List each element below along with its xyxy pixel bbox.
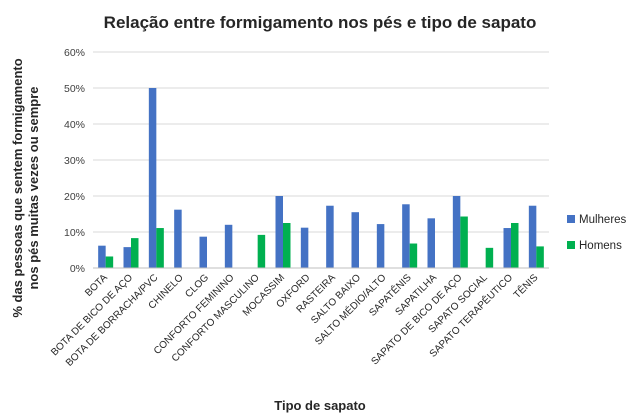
y-tick-label: 0% (70, 263, 85, 275)
bar-homens (485, 247, 494, 268)
bar-mulheres (174, 209, 182, 268)
y-axis-title: % das pessoas que sentem formigamento no… (10, 58, 41, 317)
y-tick-label: 60% (64, 47, 85, 59)
bar-mulheres (224, 224, 233, 268)
y-axis-ticks: 0% 10% 20% 30% 40% 50% 60% (64, 47, 85, 275)
bar-mulheres (402, 204, 410, 268)
bar-mulheres (148, 88, 157, 268)
bar-mulheres (123, 247, 131, 268)
chart-title: Relação entre formigamento nos pés e tip… (104, 13, 537, 32)
y-tick-label: 40% (64, 119, 85, 131)
bars (98, 88, 544, 268)
legend-swatch-mulheres (567, 215, 575, 223)
bar-homens (511, 223, 519, 268)
x-axis-title: Tipo de sapato (274, 398, 366, 413)
x-category-label: TÊNIS (510, 271, 540, 301)
bar-homens (257, 234, 266, 268)
y-axis-title-line-1: % das pessoas que sentem formigamento (10, 58, 25, 317)
bar-mulheres (503, 228, 511, 268)
bar-mulheres (300, 227, 309, 268)
y-tick-label: 20% (64, 191, 85, 203)
bar-mulheres (326, 205, 334, 268)
bar-homens (536, 246, 544, 268)
bar-homens (105, 256, 114, 268)
bar-mulheres (452, 196, 461, 268)
y-tick-label: 10% (64, 227, 85, 239)
bar-homens (156, 228, 164, 268)
bar-mulheres (275, 196, 283, 268)
bar-homens (283, 223, 291, 268)
bar-mulheres (427, 218, 435, 268)
bar-homens (131, 238, 139, 268)
bar-mulheres (376, 224, 385, 268)
bar-mulheres (199, 236, 207, 268)
y-axis-title-line-2: nos pés muitas vezes ou sempre (26, 86, 41, 289)
legend-label-homens: Homens (579, 240, 622, 252)
bar-homens (409, 243, 418, 268)
y-tick-label: 30% (64, 155, 85, 167)
bar-mulheres (98, 245, 106, 268)
y-tick-label: 50% (64, 83, 85, 95)
legend: Mulheres Homens (567, 214, 627, 252)
legend-label-mulheres: Mulheres (579, 214, 627, 226)
bar-mulheres (528, 205, 537, 268)
legend-swatch-homens (567, 241, 575, 249)
gridlines (93, 51, 549, 233)
bar-homens (460, 216, 468, 268)
bar-mulheres (351, 212, 359, 268)
